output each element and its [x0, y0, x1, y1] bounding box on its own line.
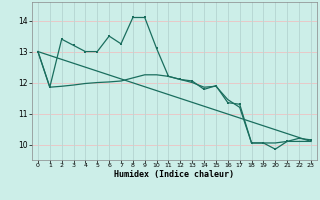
- X-axis label: Humidex (Indice chaleur): Humidex (Indice chaleur): [115, 170, 234, 179]
